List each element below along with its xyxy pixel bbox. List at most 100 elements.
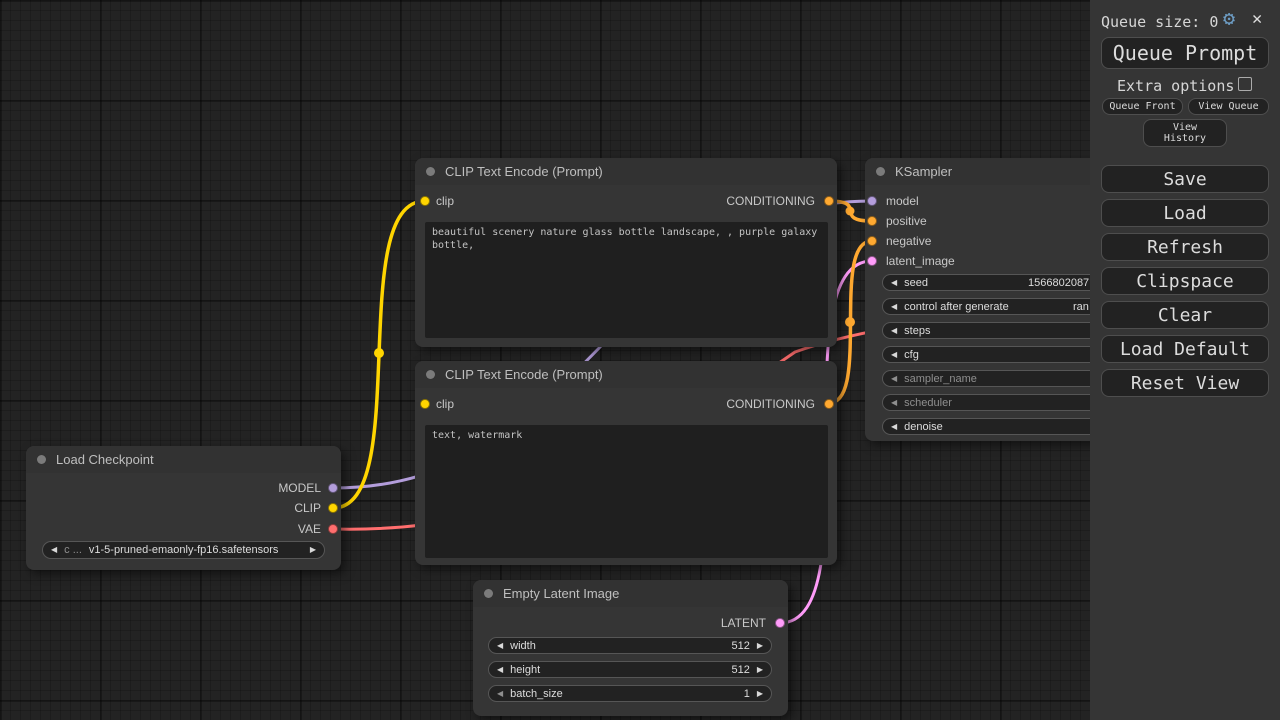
collapse-dot-icon[interactable] (37, 455, 46, 464)
close-icon[interactable]: ✕ (1252, 9, 1263, 29)
node-clip-text-encode-negative[interactable]: CLIP Text Encode (Prompt) clip CONDITION… (415, 361, 837, 565)
node-title-bar[interactable]: Empty Latent Image (473, 580, 788, 607)
negative-prompt-textarea[interactable]: text, watermark (425, 425, 828, 558)
port-negative-input[interactable] (867, 236, 877, 246)
decrement-arrow-icon[interactable]: ◀ (891, 397, 898, 407)
clipspace-button[interactable]: Clipspace (1101, 267, 1269, 295)
view-history-line1: View (1172, 122, 1198, 133)
node-title-bar[interactable]: CLIP Text Encode (Prompt) (415, 361, 837, 388)
clear-button[interactable]: Clear (1101, 301, 1269, 329)
node-empty-latent-image[interactable]: Empty Latent Image LATENT ◀ width 512 ▶ … (473, 580, 788, 716)
sampler-name-widget[interactable]: ◀ sampler_name (882, 370, 1138, 387)
queue-front-button[interactable]: Queue Front (1102, 98, 1183, 115)
settings-gear-icon[interactable]: ⚙ (1223, 6, 1236, 30)
steps-widget[interactable]: ◀ steps (882, 322, 1138, 339)
next-arrow-icon[interactable]: ▶ (309, 545, 316, 554)
height-widget[interactable]: ◀ height 512 ▶ (488, 661, 772, 678)
port-clip-label: clip (436, 397, 455, 411)
widget-value: 1 (743, 687, 750, 700)
batch-size-widget[interactable]: ◀ batch_size 1 ▶ (488, 685, 772, 702)
extra-options-checkbox[interactable] (1238, 77, 1252, 91)
port-vae-label: VAE (297, 522, 321, 536)
port-conditioning-output[interactable] (824, 196, 834, 206)
widget-value: 1566802087 (1028, 277, 1090, 289)
node-clip-text-encode-positive[interactable]: CLIP Text Encode (Prompt) clip CONDITION… (415, 158, 837, 347)
node-title: Empty Latent Image (503, 586, 620, 601)
load-default-button[interactable]: Load Default (1101, 335, 1269, 363)
view-history-button[interactable]: View History (1143, 119, 1227, 147)
decrement-arrow-icon[interactable]: ◀ (891, 421, 898, 431)
widget-label: batch_size (510, 687, 563, 700)
decrement-arrow-icon[interactable]: ◀ (891, 277, 898, 287)
queue-prompt-button[interactable]: Queue Prompt (1101, 37, 1269, 69)
node-title-bar[interactable]: Load Checkpoint (26, 446, 341, 473)
node-title-bar[interactable]: CLIP Text Encode (Prompt) (415, 158, 837, 185)
node-load-checkpoint[interactable]: Load Checkpoint MODEL CLIP VAE ◀ c ... v… (26, 446, 341, 570)
increment-arrow-icon[interactable]: ▶ (756, 688, 763, 698)
view-history-line2: History (1163, 133, 1207, 144)
extra-options-label: Extra options (1117, 77, 1235, 95)
widget-label: width (510, 639, 536, 652)
wire-positive-midpoint-dot (845, 206, 855, 216)
widget-value: ran (1073, 301, 1089, 313)
decrement-arrow-icon[interactable]: ◀ (497, 640, 504, 650)
widget-label: control after generate (904, 300, 1009, 313)
port-model-output[interactable] (328, 483, 338, 493)
port-negative-label: negative (886, 234, 932, 248)
widget-label: denoise (904, 420, 943, 433)
decrement-arrow-icon[interactable]: ◀ (497, 688, 504, 698)
save-button[interactable]: Save (1101, 165, 1269, 193)
ckpt-name-widget[interactable]: ◀ c ... v1-5-pruned-emaonly-fp16.safeten… (42, 541, 325, 559)
collapse-dot-icon[interactable] (876, 167, 885, 176)
widget-label: c ... (64, 544, 82, 556)
port-clip-input[interactable] (420, 196, 430, 206)
collapse-dot-icon[interactable] (426, 370, 435, 379)
positive-prompt-textarea[interactable]: beautiful scenery nature glass bottle la… (425, 222, 828, 338)
widget-label: cfg (904, 348, 919, 361)
decrement-arrow-icon[interactable]: ◀ (497, 664, 504, 674)
decrement-arrow-icon[interactable]: ◀ (891, 301, 898, 311)
denoise-widget[interactable]: ◀ denoise (882, 418, 1138, 435)
port-positive-label: positive (886, 214, 927, 228)
port-conditioning-output[interactable] (824, 399, 834, 409)
refresh-button[interactable]: Refresh (1101, 233, 1269, 261)
widget-label: seed (904, 276, 929, 289)
scheduler-widget[interactable]: ◀ scheduler (882, 394, 1138, 411)
decrement-arrow-icon[interactable]: ◀ (891, 325, 898, 335)
control-after-generate-widget[interactable]: ◀ control after generate ran (882, 298, 1138, 315)
port-latent-image-input[interactable] (867, 256, 877, 266)
widget-label: scheduler (904, 396, 952, 409)
seed-widget[interactable]: ◀ seed 1566802087 (882, 274, 1138, 291)
decrement-arrow-icon[interactable]: ◀ (891, 349, 898, 359)
port-clip-input[interactable] (420, 399, 430, 409)
widget-value: 512 (731, 639, 750, 652)
widget-value: v1-5-pruned-emaonly-fp16.safetensors (88, 544, 279, 556)
decrement-arrow-icon[interactable]: ◀ (891, 373, 898, 383)
view-queue-button[interactable]: View Queue (1188, 98, 1269, 115)
increment-arrow-icon[interactable]: ▶ (756, 664, 763, 674)
port-latent-image-label: latent_image (886, 254, 955, 268)
wire-clip-midpoint-dot (374, 348, 384, 358)
collapse-dot-icon[interactable] (484, 589, 493, 598)
prev-arrow-icon[interactable]: ◀ (51, 545, 58, 554)
width-widget[interactable]: ◀ width 512 ▶ (488, 637, 772, 654)
port-model-input[interactable] (867, 196, 877, 206)
widget-label: sampler_name (904, 372, 977, 385)
reset-view-button[interactable]: Reset View (1101, 369, 1269, 397)
collapse-dot-icon[interactable] (426, 167, 435, 176)
node-title: KSampler (895, 164, 953, 179)
queue-size-text: Queue size: 0 (1101, 13, 1219, 31)
widget-label: height (510, 663, 541, 676)
port-positive-input[interactable] (867, 216, 877, 226)
port-clip-output[interactable] (328, 503, 338, 513)
port-vae-output[interactable] (328, 524, 338, 534)
port-latent-output[interactable] (775, 618, 785, 628)
load-button[interactable]: Load (1101, 199, 1269, 227)
port-clip-label: clip (436, 194, 455, 208)
increment-arrow-icon[interactable]: ▶ (756, 640, 763, 650)
port-model-label: model (886, 194, 919, 208)
port-conditioning-label: CONDITIONING (726, 397, 815, 411)
node-title: CLIP Text Encode (Prompt) (445, 164, 603, 179)
cfg-widget[interactable]: ◀ cfg (882, 346, 1138, 363)
